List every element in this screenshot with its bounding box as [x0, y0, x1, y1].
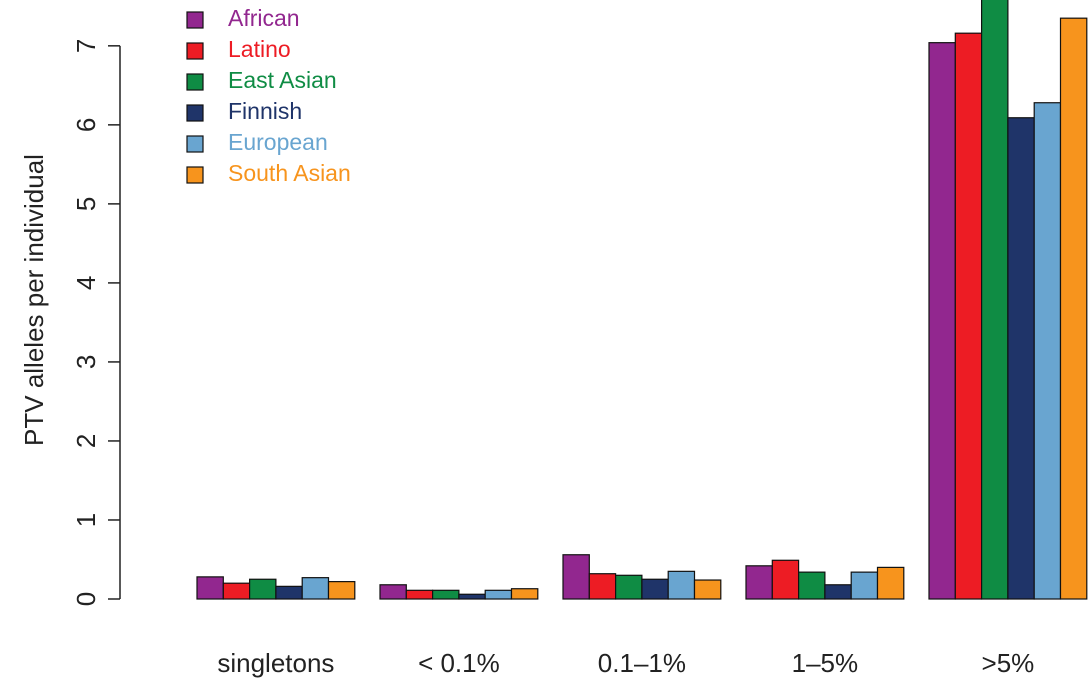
- y-tick-label: 5: [71, 197, 101, 211]
- bar: [222, 582, 251, 600]
- x-tick-label: singletons: [217, 648, 334, 678]
- bar: [1033, 102, 1062, 600]
- y-tick-label: 2: [71, 434, 101, 448]
- y-tick-label: 0: [71, 592, 101, 606]
- legend-label: East Asian: [228, 67, 337, 93]
- bar: [301, 577, 330, 600]
- bar: [667, 570, 696, 600]
- bar: [327, 581, 356, 600]
- bar: [850, 571, 879, 600]
- x-tick-label: < 0.1%: [418, 648, 500, 678]
- bar: [876, 566, 905, 600]
- bar: [379, 584, 407, 600]
- x-tick-label: >5%: [982, 648, 1035, 678]
- bar: [693, 579, 722, 600]
- bar: [405, 589, 434, 600]
- bar: [928, 42, 956, 600]
- legend-label: South Asian: [228, 160, 351, 186]
- y-tick-label: 4: [71, 276, 101, 290]
- bar: [954, 32, 983, 600]
- legend-swatch: [186, 73, 204, 91]
- bar: [797, 571, 826, 600]
- bar: [588, 573, 617, 600]
- bar: [614, 574, 643, 600]
- legend-label: African: [228, 5, 300, 31]
- legend-swatch: [186, 11, 204, 29]
- bar: [1059, 17, 1088, 600]
- legend-label: Finnish: [228, 98, 302, 124]
- bar: [1007, 117, 1035, 600]
- legend-swatch: [186, 42, 204, 60]
- bar: [980, 0, 1009, 600]
- x-tick-label: 0.1–1%: [598, 648, 686, 678]
- bar: [745, 565, 773, 600]
- y-tick-label: 6: [71, 118, 101, 132]
- y-tick-label: 7: [71, 39, 101, 53]
- bar: [562, 554, 590, 600]
- bar: [510, 588, 539, 600]
- bar: [196, 576, 224, 600]
- bar: [824, 584, 852, 600]
- bar: [432, 589, 460, 600]
- legend-swatch: [186, 104, 204, 122]
- y-axis-title: PTV alleles per individual: [19, 154, 49, 446]
- y-tick-label: 3: [71, 355, 101, 369]
- bar: [249, 578, 277, 600]
- legend-swatch: [186, 166, 204, 184]
- bar: [771, 559, 800, 600]
- legend-swatch: [186, 135, 204, 153]
- legend-label: European: [228, 129, 328, 155]
- x-tick-label: 1–5%: [792, 648, 859, 678]
- bar: [275, 585, 303, 600]
- bar: [484, 589, 513, 600]
- y-tick-label: 1: [71, 513, 101, 527]
- bar: [458, 593, 486, 600]
- legend-label: Latino: [228, 36, 291, 62]
- bar: [641, 578, 669, 600]
